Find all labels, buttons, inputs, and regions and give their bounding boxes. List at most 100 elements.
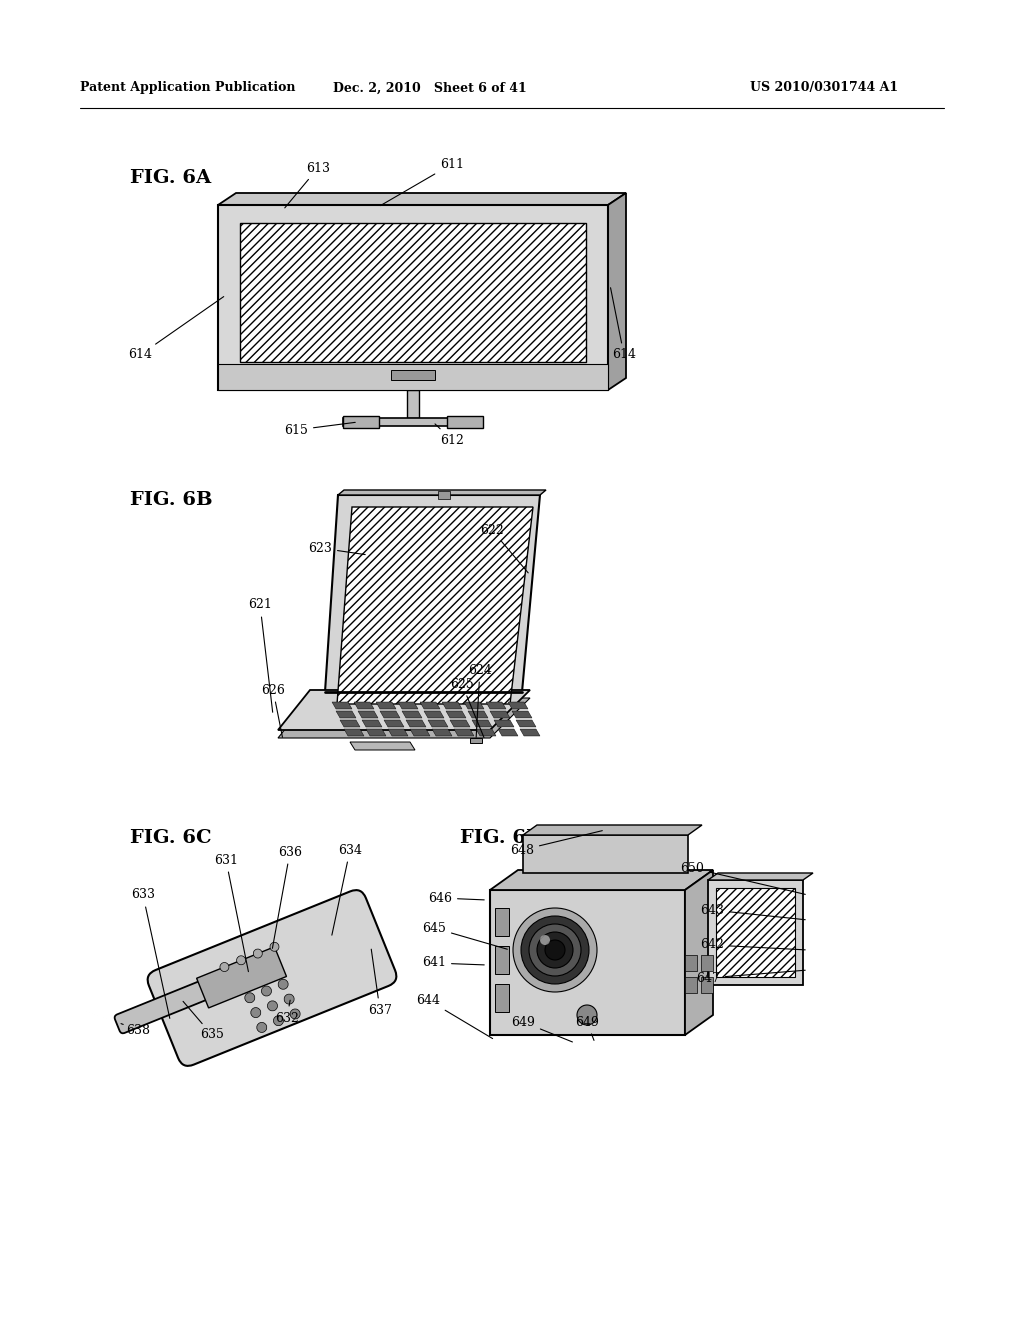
- Ellipse shape: [290, 1008, 300, 1019]
- Text: US 2010/0301744 A1: US 2010/0301744 A1: [750, 82, 898, 95]
- Text: 647: 647: [696, 970, 805, 985]
- Text: 633: 633: [131, 888, 170, 1018]
- Ellipse shape: [261, 986, 271, 997]
- Circle shape: [513, 908, 597, 993]
- Polygon shape: [708, 873, 813, 880]
- Polygon shape: [495, 946, 509, 974]
- Polygon shape: [472, 719, 492, 727]
- FancyBboxPatch shape: [115, 973, 229, 1034]
- Polygon shape: [278, 690, 530, 730]
- Polygon shape: [340, 719, 360, 727]
- Text: FIG. 6A: FIG. 6A: [130, 169, 211, 187]
- Text: 612: 612: [435, 424, 464, 446]
- Polygon shape: [701, 977, 713, 993]
- Polygon shape: [358, 711, 378, 718]
- Polygon shape: [380, 711, 400, 718]
- Polygon shape: [508, 702, 528, 709]
- Polygon shape: [486, 702, 506, 709]
- Polygon shape: [498, 729, 518, 737]
- Text: 614: 614: [128, 297, 223, 362]
- Polygon shape: [337, 507, 534, 704]
- Polygon shape: [464, 702, 484, 709]
- FancyBboxPatch shape: [147, 890, 396, 1067]
- Circle shape: [540, 935, 550, 945]
- Polygon shape: [446, 711, 466, 718]
- Polygon shape: [490, 711, 510, 718]
- Text: 611: 611: [380, 157, 464, 206]
- Ellipse shape: [284, 994, 294, 1005]
- Text: Dec. 2, 2010   Sheet 6 of 41: Dec. 2, 2010 Sheet 6 of 41: [333, 82, 527, 95]
- Polygon shape: [428, 719, 449, 727]
- Polygon shape: [432, 729, 452, 737]
- Polygon shape: [362, 719, 382, 727]
- Polygon shape: [218, 193, 626, 205]
- Text: 637: 637: [368, 949, 392, 1016]
- Polygon shape: [218, 364, 608, 389]
- Polygon shape: [716, 888, 795, 977]
- Ellipse shape: [237, 956, 246, 965]
- Circle shape: [577, 1005, 597, 1026]
- Text: FIG. 6B: FIG. 6B: [130, 491, 213, 510]
- Polygon shape: [516, 719, 536, 727]
- Text: 634: 634: [332, 843, 362, 935]
- Text: 636: 636: [272, 846, 302, 948]
- Polygon shape: [520, 729, 540, 737]
- FancyBboxPatch shape: [197, 946, 287, 1008]
- Ellipse shape: [257, 1023, 267, 1032]
- Polygon shape: [384, 719, 404, 727]
- Polygon shape: [470, 738, 482, 743]
- Polygon shape: [388, 729, 408, 737]
- Text: 614: 614: [610, 288, 636, 362]
- Text: 646: 646: [428, 891, 484, 904]
- Text: 638: 638: [121, 1023, 150, 1036]
- Polygon shape: [344, 729, 364, 737]
- Polygon shape: [450, 719, 470, 727]
- Polygon shape: [391, 370, 435, 380]
- Ellipse shape: [245, 993, 255, 1003]
- Polygon shape: [438, 491, 450, 499]
- Polygon shape: [523, 825, 702, 836]
- Polygon shape: [608, 193, 626, 389]
- Ellipse shape: [279, 979, 288, 989]
- Ellipse shape: [251, 1007, 261, 1018]
- Polygon shape: [410, 729, 430, 737]
- Text: 623: 623: [308, 541, 366, 554]
- Polygon shape: [376, 702, 396, 709]
- Text: 624: 624: [468, 664, 492, 738]
- Polygon shape: [398, 702, 418, 709]
- Text: 644: 644: [416, 994, 493, 1039]
- Polygon shape: [407, 389, 419, 418]
- Text: 645: 645: [422, 921, 507, 949]
- Text: 622: 622: [480, 524, 528, 573]
- Polygon shape: [442, 702, 462, 709]
- Text: 621: 621: [248, 598, 272, 713]
- Polygon shape: [468, 711, 488, 718]
- Polygon shape: [708, 880, 803, 985]
- Text: 648: 648: [510, 830, 602, 857]
- Text: FIG. 6D: FIG. 6D: [460, 829, 543, 847]
- Text: 632: 632: [275, 1001, 299, 1024]
- Polygon shape: [512, 711, 532, 718]
- Polygon shape: [476, 729, 496, 737]
- Text: 643: 643: [700, 903, 805, 920]
- Text: 635: 635: [183, 1002, 224, 1041]
- Polygon shape: [685, 977, 697, 993]
- Ellipse shape: [270, 942, 279, 952]
- Text: 641: 641: [422, 957, 484, 969]
- Text: 625: 625: [450, 677, 484, 738]
- Circle shape: [521, 916, 589, 983]
- Text: FIG. 6C: FIG. 6C: [130, 829, 212, 847]
- Text: 613: 613: [285, 161, 330, 207]
- Polygon shape: [338, 490, 546, 495]
- Polygon shape: [278, 698, 530, 738]
- Text: Patent Application Publication: Patent Application Publication: [80, 82, 296, 95]
- Text: 615: 615: [284, 422, 355, 437]
- Polygon shape: [490, 870, 713, 890]
- Polygon shape: [447, 416, 483, 428]
- Polygon shape: [240, 223, 586, 362]
- Polygon shape: [343, 418, 483, 426]
- Polygon shape: [523, 836, 688, 873]
- Polygon shape: [490, 890, 685, 1035]
- Polygon shape: [494, 719, 514, 727]
- Polygon shape: [406, 719, 426, 727]
